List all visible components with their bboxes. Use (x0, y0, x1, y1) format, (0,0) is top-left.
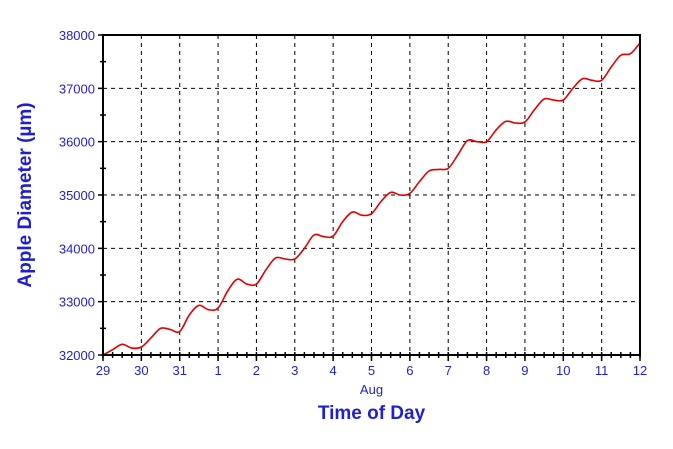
x-tick-labels: 29 30 31 1 2 3 4 5 6 7 8 9 10 11 12 (96, 363, 647, 378)
x-tick-label: 12 (633, 363, 647, 378)
y-tick-label: 34000 (59, 241, 95, 256)
plot-frame (102, 34, 641, 356)
series-line-apple-diameter (102, 42, 641, 356)
x-tick-label: 31 (172, 363, 186, 378)
x-tick-label: 4 (330, 363, 337, 378)
y-tick-label: 32000 (59, 348, 95, 363)
y-tick-label: 33000 (59, 295, 95, 310)
x-tick-label: 1 (214, 363, 221, 378)
x-tick-label: 3 (291, 363, 298, 378)
x-tick-label: 29 (96, 363, 110, 378)
x-tick-label: 5 (368, 363, 375, 378)
y-tick-label: 37000 (59, 81, 95, 96)
x-tick-label: 11 (595, 363, 609, 378)
y-tick-labels: 32000 33000 34000 35000 36000 37000 38000 (59, 28, 95, 363)
y-tick-label: 35000 (59, 188, 95, 203)
y-tick-label: 38000 (59, 28, 95, 43)
x-tick-label: 30 (134, 363, 148, 378)
x-tick-label: 8 (483, 363, 490, 378)
x-tick-label: 7 (445, 363, 452, 378)
grid-lines (103, 35, 640, 355)
x-tick-label: 2 (253, 363, 260, 378)
y-tick-label: 36000 (59, 135, 95, 150)
x-axis-title: Time of Day (318, 403, 426, 424)
x-month-label: Aug (360, 382, 383, 397)
x-tick-label: 10 (556, 363, 570, 378)
y-axis-title: Apple Diameter (µm) (15, 102, 36, 287)
x-tick-label: 9 (521, 363, 528, 378)
x-tick-label: 6 (406, 363, 413, 378)
